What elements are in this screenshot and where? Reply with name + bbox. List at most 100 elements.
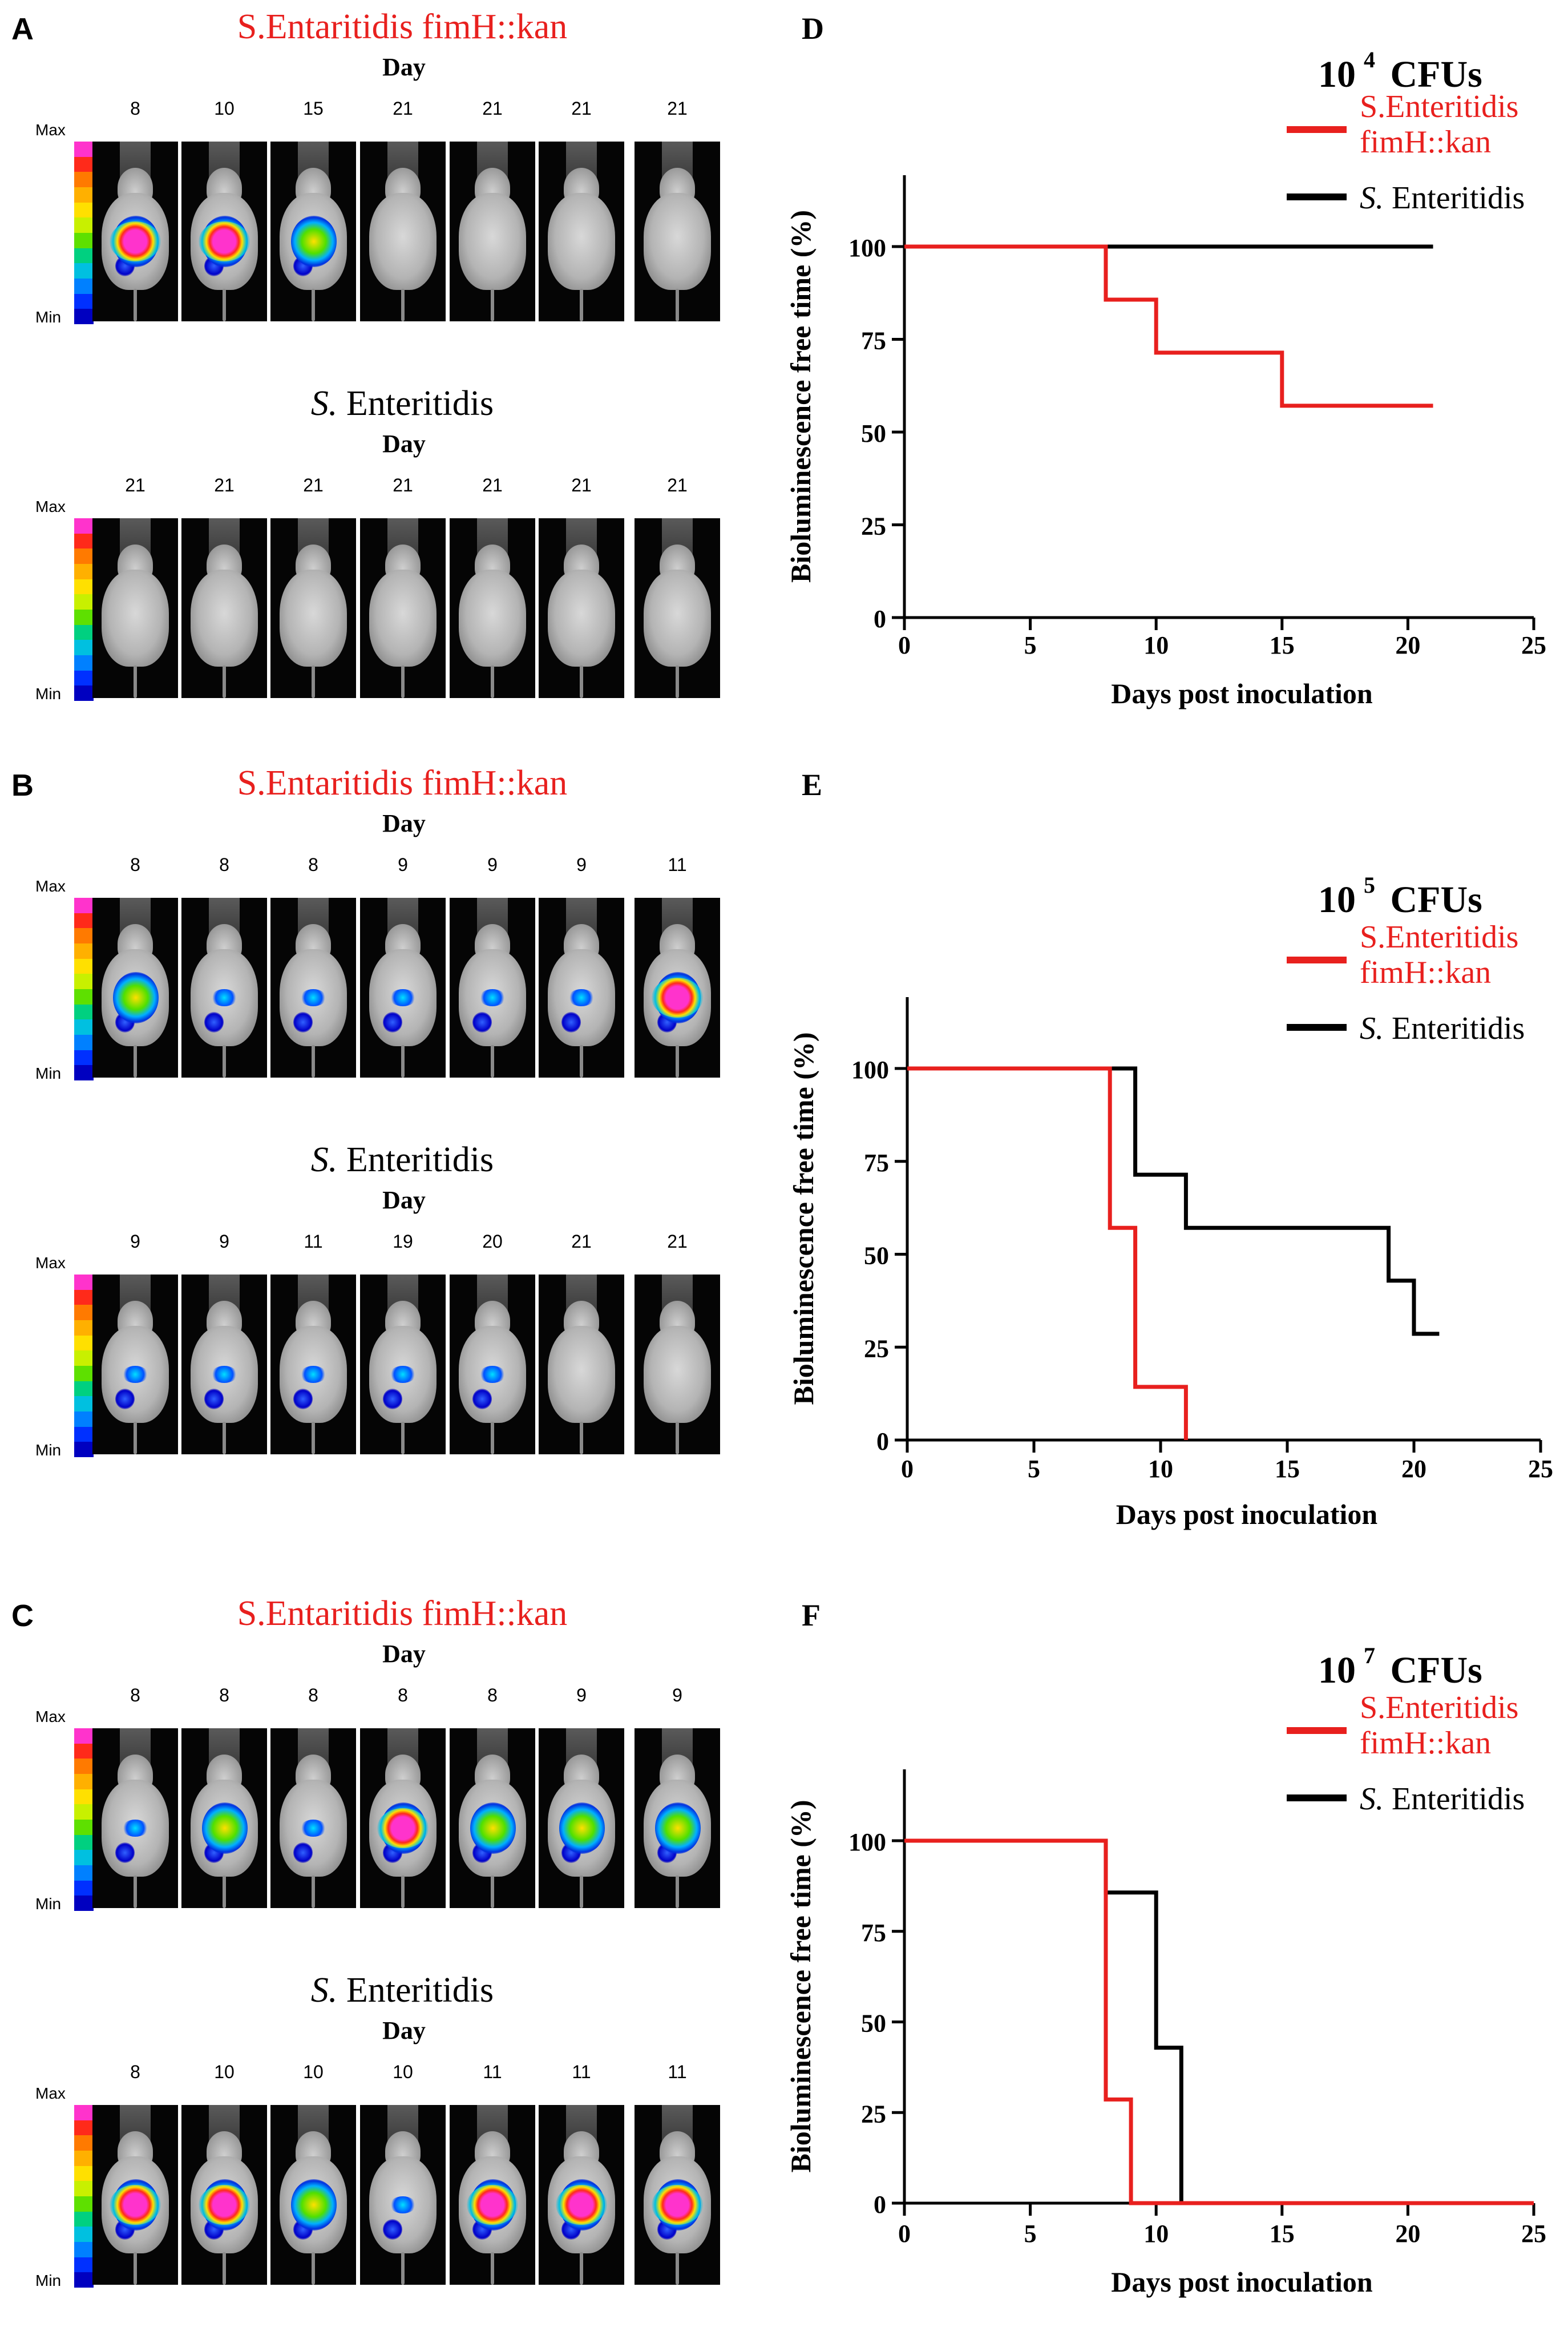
scale-segment (74, 187, 94, 203)
scale-segment (74, 1350, 94, 1366)
signal-blob (300, 1366, 326, 1383)
legend-rest: Enteritidis (1384, 1781, 1525, 1817)
signal-blob (390, 2196, 416, 2213)
panel-letter-a: A (11, 12, 34, 46)
mouse-image (450, 1275, 535, 1454)
legend-label-black: S. Enteritidis (1360, 1781, 1525, 1817)
legend-label-red-line2: fimH::kan (1360, 1725, 1491, 1761)
y-tick-label: 0 (874, 2191, 886, 2219)
signal-blob (110, 2185, 161, 2225)
group-title: S.Entaritidis fimH::kan (237, 7, 568, 46)
day-number: 9 (219, 1231, 229, 1252)
scale-min-label: Min (35, 1895, 62, 1913)
title-rest: Enteritidis (337, 1971, 494, 2010)
scale-min-label: Min (35, 685, 62, 703)
scale-segment (74, 1759, 94, 1774)
legend-label-red-line1: S.Enteritidis (1360, 89, 1518, 124)
mouse-image (92, 898, 178, 1078)
signal-blob (204, 1389, 224, 1409)
y-tick-label: 25 (864, 1334, 889, 1362)
chart-d: D 0 25 50 75 100 0 5 10 15 20 25 Days post inoculati… (785, 11, 1546, 709)
color-scale-bar (74, 1728, 94, 1911)
day-number: 9 (576, 854, 587, 875)
mouse-image (360, 1275, 446, 1454)
signal-blob (122, 1366, 148, 1383)
scale-segment (74, 989, 94, 1005)
scale-segment (74, 232, 94, 248)
scale-segment (74, 1275, 94, 1290)
day-number: 9 (398, 854, 408, 875)
day-label: Day (382, 1186, 426, 1214)
day-number: 21 (393, 98, 413, 119)
mouse-body (548, 570, 615, 667)
day-number: 21 (667, 1231, 688, 1252)
scale-segment (74, 1004, 94, 1020)
chart-title: 10 4 CFUs (1318, 47, 1482, 95)
scale-segment (74, 217, 94, 233)
x-axis-label: Days post inoculation (1116, 1498, 1378, 1530)
y-tick-label: 75 (864, 1149, 889, 1177)
mouse-image (450, 898, 535, 1078)
signal-blob (300, 1820, 326, 1837)
day-number: 11 (304, 1231, 323, 1252)
mouse-tail (312, 666, 315, 698)
scale-segment (74, 1442, 94, 1457)
signal-blob (556, 2185, 607, 2225)
scale-min-label: Min (35, 308, 62, 326)
day-number: 21 (125, 475, 146, 495)
mouse-tail (401, 1045, 405, 1078)
signal-blob (390, 989, 416, 1006)
scale-segment (74, 142, 94, 157)
color-scale-bar (74, 1275, 94, 1457)
mouse-image (181, 2105, 267, 2285)
day-number: 9 (576, 1685, 587, 1705)
mouse-image (360, 1728, 446, 1908)
mouse-body (644, 1326, 711, 1423)
chart-title: 10 5 CFUs (1318, 872, 1482, 921)
y-tick-label: 0 (876, 1427, 889, 1455)
scale-segment (74, 293, 94, 309)
day-number: 21 (303, 475, 324, 495)
legend-label-red-line2: fimH::kan (1360, 955, 1491, 990)
x-tick-label: 5 (1024, 631, 1037, 659)
day-number: 15 (303, 98, 324, 119)
color-scale-bar (74, 898, 94, 1080)
mouse-image (360, 898, 446, 1078)
scale-max-label: Max (35, 121, 66, 139)
day-number: 11 (572, 2062, 591, 2082)
legend-italic: S. (1360, 1011, 1384, 1046)
scale-segment (74, 2272, 94, 2288)
mouse-tail (134, 1422, 137, 1454)
signal-blob (199, 221, 250, 261)
scale-segment (74, 958, 94, 974)
day-number: 8 (487, 1685, 498, 1705)
scale-segment (74, 2135, 94, 2151)
x-tick-label: 20 (1395, 631, 1420, 659)
scale-segment (74, 624, 94, 640)
scale-segment (74, 563, 94, 579)
y-tick-label: 100 (848, 234, 886, 262)
legend-label-black: S. Enteritidis (1360, 1011, 1525, 1046)
scale-segment (74, 913, 94, 929)
day-number: 8 (219, 854, 229, 875)
group-title: S. Enteritidis (117, 384, 688, 424)
mouse-image (270, 898, 356, 1078)
scale-segment (74, 2257, 94, 2273)
day-number: 8 (398, 1685, 408, 1705)
group-title: S.Entaritidis fimH::kan (237, 764, 568, 802)
scale-segment (74, 943, 94, 959)
scale-segment (74, 1426, 94, 1442)
scale-max-label: Max (35, 877, 66, 895)
mouse-image (539, 1275, 624, 1454)
x-tick-label: 20 (1401, 1455, 1426, 1483)
signal-blob (467, 2185, 518, 2225)
y-tick-label: 50 (861, 420, 886, 447)
scale-segment (74, 1050, 94, 1066)
mouse-tail (223, 1876, 226, 1908)
signal-blob (202, 1802, 248, 1854)
day-number: 11 (483, 2062, 502, 2082)
mouse-image (270, 518, 356, 698)
x-tick-label: 15 (1270, 2220, 1295, 2248)
x-tick-label: 15 (1275, 1455, 1300, 1483)
group-title: S. Enteritidis (117, 1970, 688, 2011)
